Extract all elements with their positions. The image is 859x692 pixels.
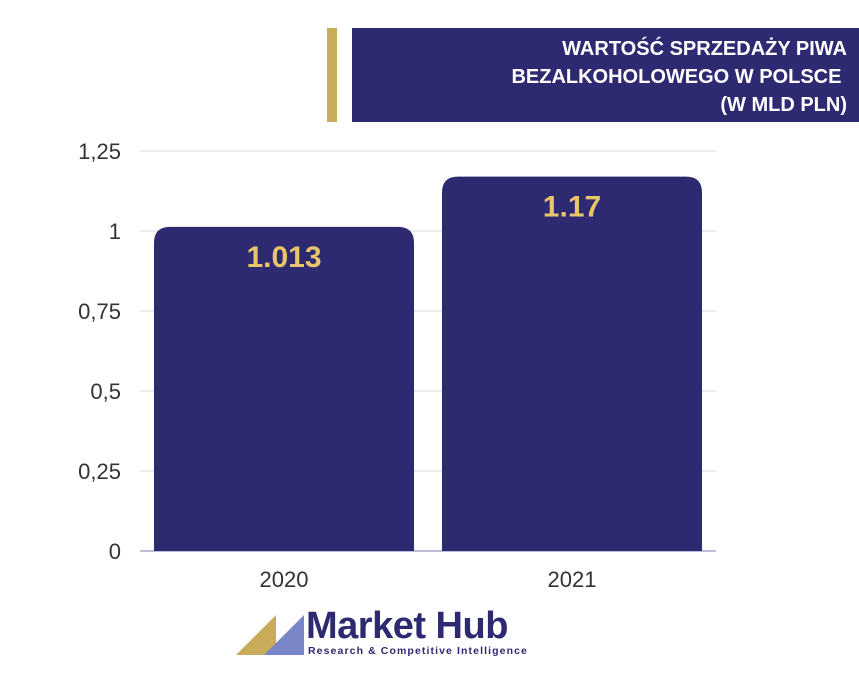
- data-label: 1.17: [543, 191, 601, 224]
- chart-title-line-2: BEZALKOHOLOWEGO W POLSCE: [511, 66, 847, 88]
- y-tick-label: 0,25: [78, 459, 121, 484]
- y-tick-label: 1: [109, 219, 121, 244]
- logo-tagline: Research & Competitive Intelligence: [308, 645, 528, 657]
- y-tick-label: 0,75: [78, 299, 121, 324]
- market-hub-logo: Market Hub Research & Competitive Intell…: [236, 605, 546, 665]
- bar-2020: [154, 226, 414, 551]
- chart-title-line-3: (W MLD PLN): [720, 94, 847, 116]
- y-tick-label: 1,25: [78, 139, 121, 164]
- title-accent-bar: [327, 28, 337, 122]
- x-tick-label: 2021: [548, 567, 597, 592]
- y-tick-label: 0: [109, 539, 121, 564]
- x-tick-label: 2020: [260, 567, 309, 592]
- logo-name: Market Hub: [306, 605, 508, 647]
- bar-chart: 0 0,25 0,5 0,75 1 1,25 1.013 2020 1.17 2021: [78, 139, 716, 592]
- data-label: 1.013: [246, 241, 321, 274]
- y-tick-label: 0,5: [90, 379, 121, 404]
- chart-title: WARTOŚĆ SPRZEDAŻY PIWA BEZALKOHOLOWEGO W…: [352, 28, 859, 122]
- bar-2021: [442, 176, 702, 551]
- logo-blue-triangle-icon: [264, 615, 304, 655]
- chart-title-line-1: WARTOŚĆ SPRZEDAŻY PIWA: [562, 38, 847, 60]
